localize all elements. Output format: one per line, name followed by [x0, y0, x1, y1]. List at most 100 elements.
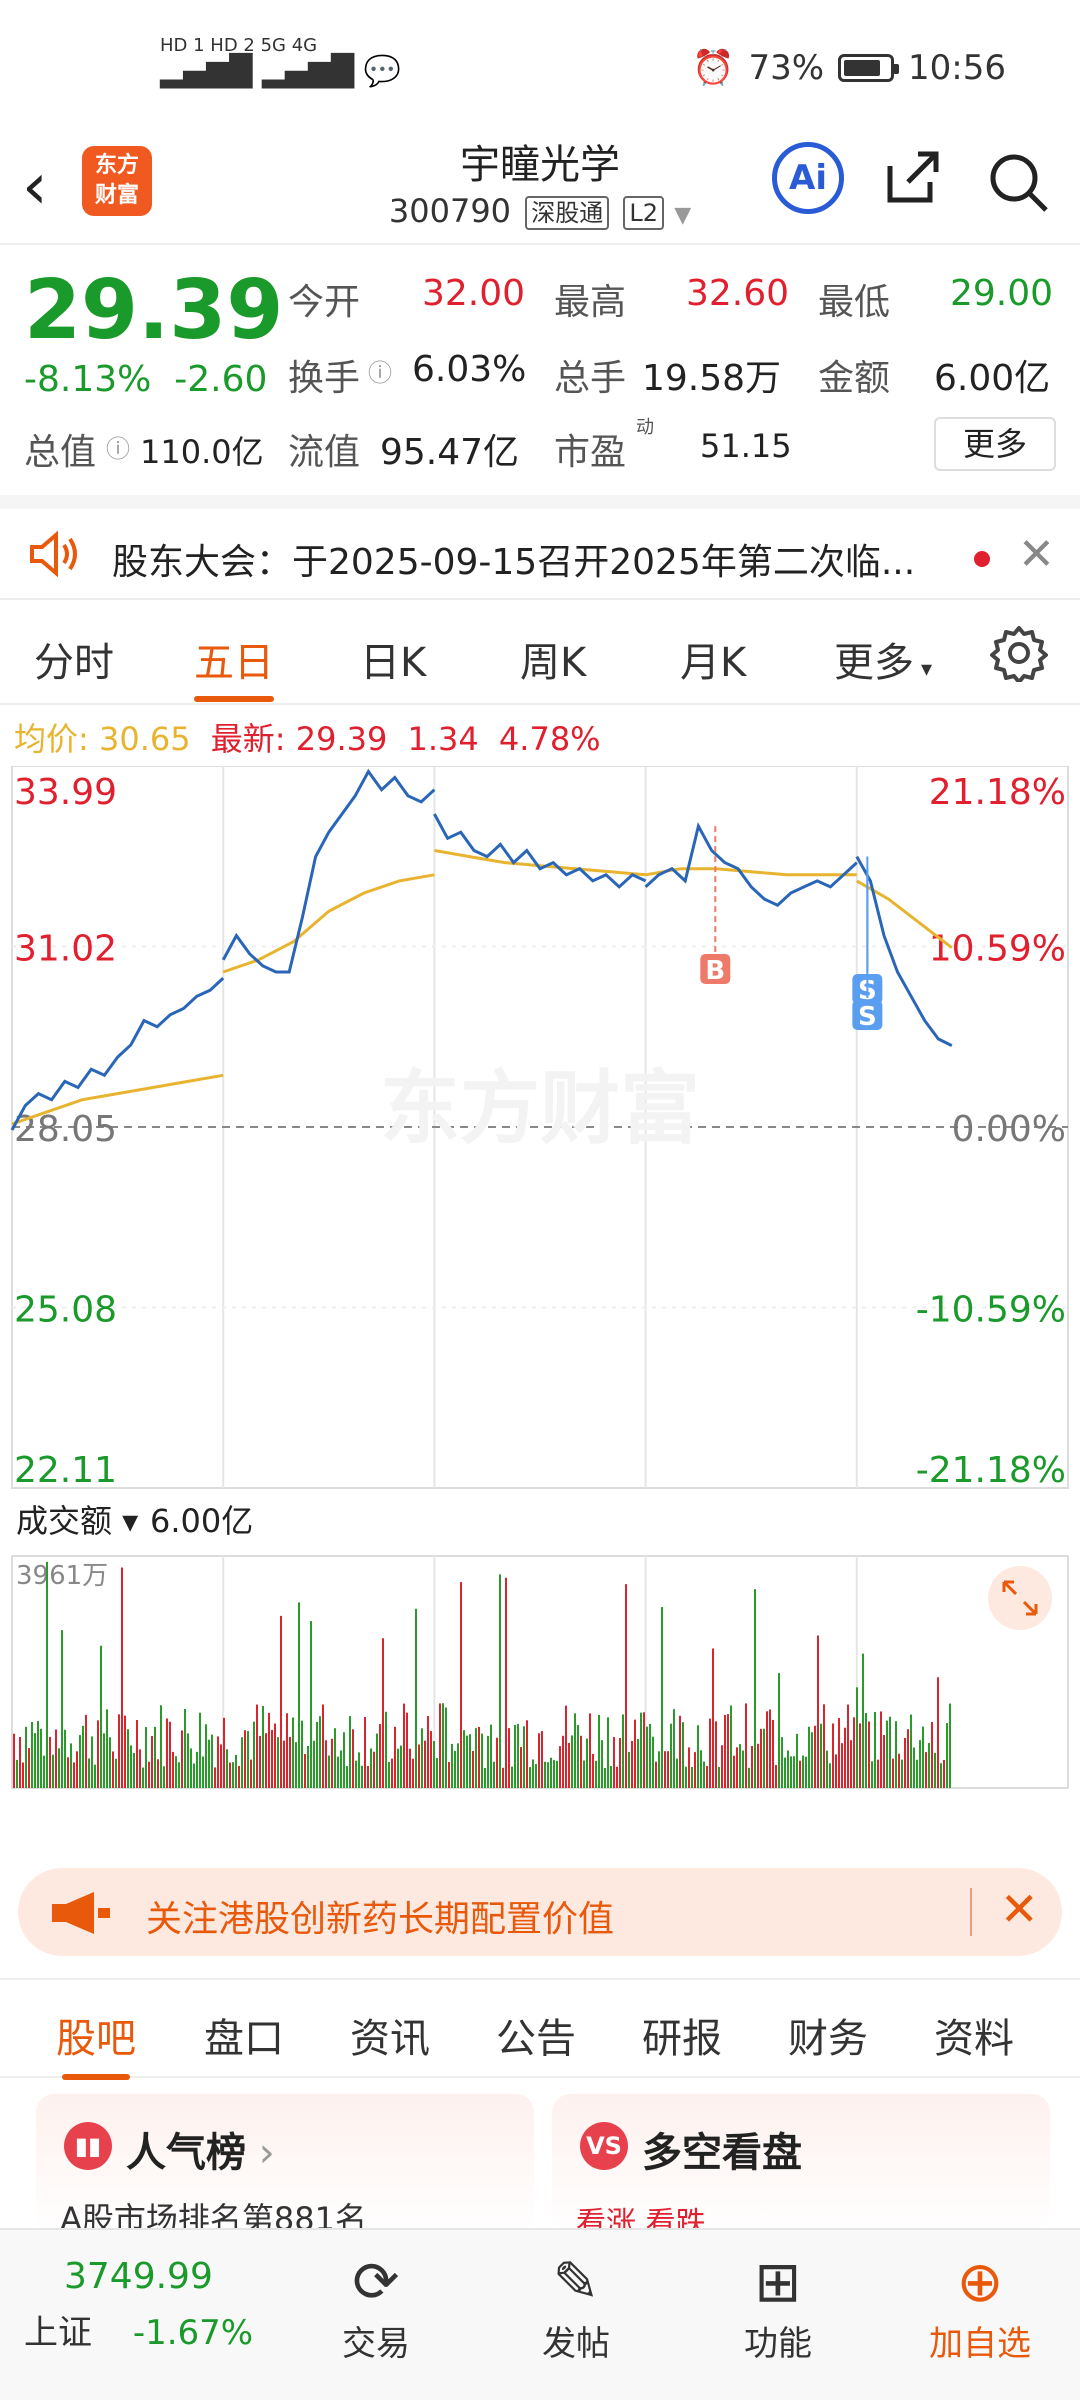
add-icon: ⊕ — [956, 2250, 1004, 2315]
tab-forum[interactable]: 股吧 — [56, 2006, 136, 2080]
dropdown-icon: ▼ — [674, 203, 692, 228]
tab-announcement[interactable]: 公告 — [496, 2016, 576, 2062]
y-tick-right: 0.00% — [952, 1109, 1066, 1150]
y-tick-left: 31.02 — [14, 929, 117, 970]
alarm-icon: ⏰ — [692, 48, 735, 88]
gear-icon[interactable] — [990, 624, 1048, 686]
more-button[interactable]: 更多 — [934, 417, 1056, 471]
y-tick-right: -10.59% — [916, 1290, 1066, 1331]
volume-label: 总手 — [554, 358, 627, 399]
signal-text: HD 1 HD 2 5G 4G — [160, 35, 318, 56]
y-tick-left: 33.99 — [14, 772, 117, 813]
trade-marker — [852, 1000, 883, 1030]
stock-code: 300790 — [388, 192, 512, 230]
current-price: 29.39 — [24, 263, 284, 358]
chart-tabs: 分时 五日 日K 周K 月K 更多 ▾ — [0, 600, 1080, 705]
mktcap-value: 110.0亿 — [140, 433, 264, 471]
unread-dot — [974, 551, 990, 567]
y-tick-left: 22.11 — [14, 1450, 117, 1491]
share-icon[interactable] — [882, 146, 944, 223]
trade-icon: ⟳ — [352, 2250, 400, 2315]
search-icon[interactable] — [988, 152, 1048, 212]
high-label: 最高 — [554, 282, 627, 323]
tab-weekly-k[interactable]: 周K — [520, 640, 587, 686]
low-label: 最低 — [818, 282, 891, 323]
float-label: 流值 — [288, 432, 361, 473]
back-icon[interactable]: ‹ — [22, 150, 48, 224]
nav-add-watchlist[interactable]: ⊕ 加自选 — [900, 2250, 1060, 2365]
mktcap-label: 总值 — [24, 432, 97, 473]
expand-icon-arrows — [1002, 1580, 1038, 1616]
notice-bar[interactable]: 股东大会：于2025-09-15召开2025年第二次临... ✕ — [0, 495, 1080, 600]
app-logo[interactable]: 东方财富 — [82, 146, 152, 216]
tab-intraday[interactable]: 分时 — [34, 640, 114, 686]
clock: 10:56 — [908, 48, 1006, 88]
y-tick-right: 21.18% — [929, 772, 1066, 813]
change-value: 1.34 — [407, 720, 479, 758]
popularity-card[interactable]: ▮▮ 人气榜 › A股市场排名第881名 — [36, 2094, 534, 2238]
banner-text[interactable]: 关注港股创新药长期配置价值 — [146, 1899, 615, 1940]
l2-tag: L2 — [623, 196, 665, 230]
tab-handicap[interactable]: 盘口 — [204, 2016, 284, 2062]
nav-post[interactable]: ✎ 发帖 — [496, 2250, 656, 2365]
y-tick-right: -21.18% — [916, 1450, 1066, 1491]
ai-button[interactable]: Ai — [772, 142, 844, 214]
stock-code-row[interactable]: 300790 深股通 L2 ▼ — [0, 192, 1080, 230]
open-value: 32.00 — [422, 273, 526, 314]
tab-finance[interactable]: 财务 — [788, 2016, 868, 2062]
turnover-value: 6.03% — [412, 349, 527, 390]
volume-label: 成交额 ▾ — [16, 1502, 138, 1540]
grid-icon: ⊞ — [754, 2250, 802, 2315]
tab-daily-k[interactable]: 日K — [360, 640, 427, 686]
five-day-chart[interactable]: 东方财富 33.99 31.02 28.05 25.08 22.11 21.18% 10.59… — [0, 765, 1080, 1837]
quote-panel: 29.39 -8.13% -2.60 今开 32.00 最高 32.60 最低 … — [0, 247, 1080, 493]
pe-sup: 动 — [636, 417, 654, 438]
open-label: 今开 — [288, 282, 361, 323]
avg-info: 均价: 30.65 最新: 29.39 1.34 4.78% — [14, 714, 601, 760]
card-title: 人气榜 › — [126, 2130, 275, 2176]
promo-banner[interactable]: 关注港股创新药长期配置价值 ✕ — [18, 1868, 1062, 1956]
low-value: 29.00 — [950, 273, 1054, 314]
status-bar: HD 1 HD 2 5G 4G ▂▄▆█ ▂▄▆█ 💬 ⏰ 73% 10:56 — [0, 0, 1080, 130]
edit-icon: ✎ — [552, 2250, 600, 2315]
battery-percent: 73% — [748, 48, 825, 88]
megaphone-icon — [48, 1890, 112, 1940]
nav-trade[interactable]: ⟳ 交易 — [296, 2250, 456, 2365]
chart-svg: 东方财富 33.99 31.02 28.05 25.08 22.11 21.18% 10.59… — [10, 765, 1069, 1837]
content-tabs: 股吧 盘口 资讯 公告 研报 财务 资料 — [0, 1978, 1080, 2080]
high-value: 32.60 — [686, 273, 790, 314]
bull-bear-card[interactable]: VS 多空看盘 看涨 看跌 — [552, 2094, 1050, 2241]
tab-research[interactable]: 研报 — [642, 2016, 722, 2062]
tab-profile[interactable]: 资料 — [934, 2016, 1014, 2062]
index-widget[interactable]: 3749.99 上证 -1.67% — [24, 2256, 253, 2354]
vs-icon: VS — [580, 2122, 628, 2170]
nav-functions[interactable]: ⊞ 功能 — [698, 2250, 858, 2365]
watermark: 东方财富 — [380, 1062, 700, 1155]
tab-news[interactable]: 资讯 — [350, 2016, 430, 2062]
latest-label: 最新: — [210, 720, 286, 758]
index-value: 3749.99 — [64, 2256, 213, 2297]
tab-five-day[interactable]: 五日 — [194, 630, 274, 702]
bar-chart-icon: ▮▮ — [64, 2122, 112, 2170]
turnover-label: 换手 — [288, 358, 361, 399]
float-value: 95.47亿 — [380, 432, 520, 473]
price-line — [10, 768, 953, 1131]
price-change: -8.13% -2.60 — [24, 359, 268, 400]
pe-value: 51.15 — [700, 427, 792, 465]
tab-monthly-k[interactable]: 月K — [680, 640, 747, 686]
status-right: ⏰ 73% 10:56 — [692, 48, 1006, 88]
tab-more[interactable]: 更多 ▾ — [834, 640, 933, 686]
info-icon[interactable]: ⓘ — [368, 359, 392, 387]
avg-price-line — [11, 849, 953, 1126]
notice-text[interactable]: 股东大会：于2025-09-15召开2025年第二次临... — [112, 542, 916, 583]
amount-value: 6.00亿 — [934, 358, 1051, 399]
bottom-nav: 3749.99 上证 -1.67% ⟳ 交易 ✎ 发帖 ⊞ 功能 ⊕ 加自选 — [0, 2228, 1080, 2400]
speaker-icon — [26, 529, 82, 583]
expand-icon — [988, 1566, 1052, 1630]
close-icon[interactable]: ✕ — [1018, 529, 1055, 580]
trade-marker-label: B — [705, 956, 725, 986]
close-icon[interactable]: ✕ — [1000, 1882, 1039, 1936]
info-icon[interactable]: ⓘ — [106, 435, 130, 463]
y-tick-right: 10.59% — [929, 929, 1066, 970]
shenguton-tag: 深股通 — [525, 196, 610, 230]
